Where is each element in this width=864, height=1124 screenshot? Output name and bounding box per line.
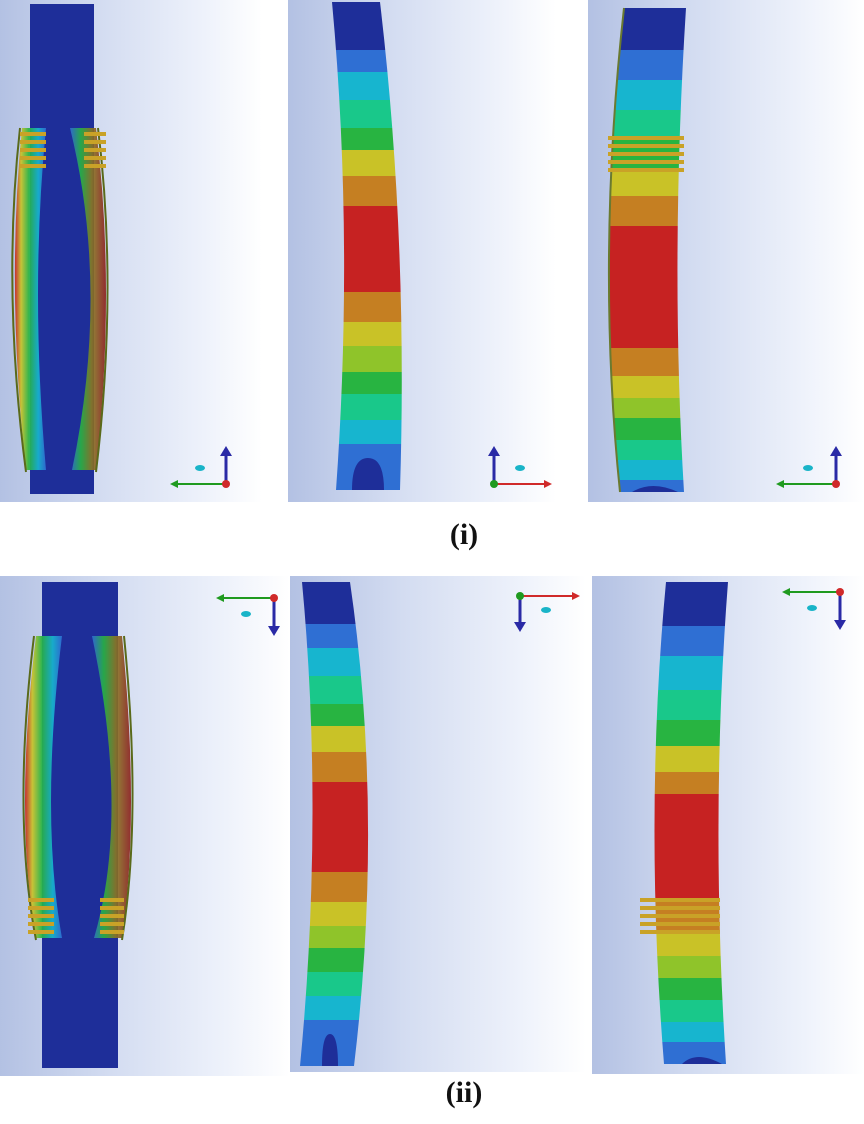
row-caption-ii: (ii) <box>445 1076 483 1109</box>
row-caption-i: (i) <box>449 518 479 551</box>
model-view-i-left <box>0 0 262 502</box>
fea-contour-model <box>332 2 552 490</box>
fea-contour-model <box>22 582 280 1068</box>
fea-contour-model <box>607 7 842 493</box>
fea-contour-model <box>11 4 232 494</box>
model-view-ii-right <box>592 576 864 1074</box>
coordinate-triad <box>776 446 842 488</box>
coordinate-triad <box>488 446 552 488</box>
fea-contour-model <box>300 582 580 1066</box>
coordinate-triad <box>216 594 280 636</box>
coordinate-triad <box>514 592 580 632</box>
coordinate-triad <box>782 588 846 630</box>
fea-contour-model <box>640 582 846 1064</box>
model-view-i-right <box>588 0 864 502</box>
model-view-ii-left <box>0 576 290 1076</box>
model-view-i-middle <box>288 0 556 502</box>
model-view-ii-middle <box>290 576 586 1072</box>
coordinate-triad <box>170 446 232 488</box>
